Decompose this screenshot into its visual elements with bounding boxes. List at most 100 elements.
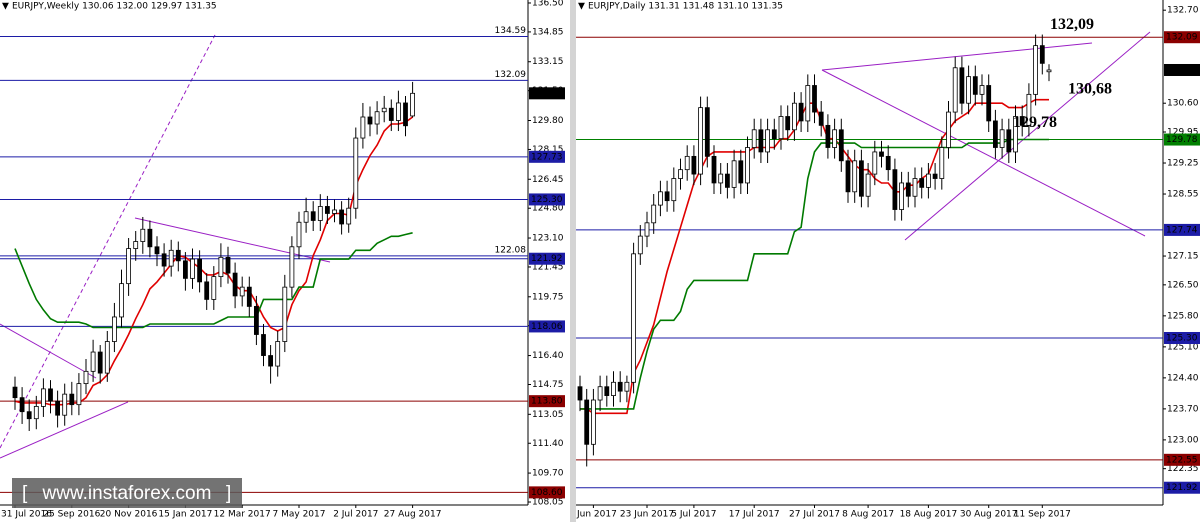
candle-body	[617, 381, 623, 392]
level-box	[1164, 481, 1200, 494]
x-tick-label: 27 Jul 2017	[789, 510, 840, 520]
level-box	[1164, 31, 1200, 44]
level-label: 125.30	[1166, 333, 1198, 343]
y-tick-label: 123.10	[532, 234, 564, 244]
candle-body	[69, 393, 75, 406]
candle-body	[296, 221, 302, 248]
x-tick-label: 25 Sep 2016	[43, 510, 100, 520]
level-label: 127.73	[531, 152, 563, 162]
y-tick-label: 128.15	[532, 145, 564, 155]
level-box	[1164, 223, 1200, 236]
candle-body	[905, 182, 911, 197]
candle-body	[41, 388, 46, 407]
candle-body	[154, 246, 160, 255]
candle-body	[339, 209, 345, 225]
candle-body	[1026, 93, 1032, 126]
candle-body	[1039, 45, 1045, 64]
candle-body	[1046, 69, 1052, 73]
menu-icon[interactable]: ▼	[2, 2, 9, 12]
annotation: 132,09	[1050, 16, 1094, 33]
y-tick-label: 114.75	[532, 380, 564, 390]
last-price-label: 131.35	[1166, 65, 1198, 75]
y-tick-label: 125.80	[1167, 311, 1199, 321]
candle-body	[704, 107, 710, 157]
level-label: 113.80	[531, 397, 563, 407]
y-tick-label: 122.35	[1167, 464, 1199, 474]
trend-lines	[0, 31, 1151, 459]
candle-body	[738, 160, 744, 184]
x-tick-label: 17 Jul 2017	[729, 510, 780, 520]
indicator-line	[14, 232, 413, 329]
trend-line	[0, 34, 216, 449]
y-tick-label: 129.25	[1167, 159, 1199, 169]
candle-body	[161, 253, 167, 267]
candle-body	[218, 256, 224, 278]
candle-body	[1019, 116, 1025, 126]
y-tick-label: 116.40	[532, 351, 564, 361]
candle-body	[999, 129, 1005, 148]
candle-body	[865, 173, 871, 197]
candle-body	[204, 281, 210, 300]
y-tick-label: 126.50	[1167, 280, 1199, 290]
candle-body	[246, 286, 252, 307]
candle-body	[324, 206, 330, 214]
x-tick-label: 8 Aug 2017	[842, 510, 894, 520]
candle-body	[197, 258, 203, 283]
watermark: [ www.instaforex.com ]	[12, 478, 242, 508]
candle-body	[711, 155, 717, 184]
candle-body	[637, 235, 643, 255]
candle-body	[604, 386, 610, 396]
candle-body	[792, 102, 797, 131]
y-tick-label: 113.05	[532, 410, 564, 420]
candle-body	[119, 283, 124, 318]
y-tick-label: 130.60	[1167, 99, 1199, 109]
annotation: 130,68	[1068, 80, 1112, 97]
x-tick-label: 2 Jul 2017	[333, 510, 378, 520]
candle-body	[190, 258, 195, 279]
candle-body	[879, 151, 884, 157]
candle-body	[360, 116, 366, 139]
y-tick-label: 132.70	[1167, 6, 1199, 16]
x-tick-label: 23 Jun 2017	[620, 510, 674, 520]
candle-body	[885, 155, 891, 171]
chart-header: EURJPY,Weekly 130.06 132.00 129.97 131.3…	[12, 2, 217, 12]
watermark-box	[12, 478, 242, 508]
candle-body	[19, 397, 25, 413]
candle-body	[83, 370, 89, 385]
y-tick-label: 125.10	[1167, 342, 1199, 352]
candle-body	[919, 178, 925, 188]
candle-body	[611, 381, 616, 396]
y-tick-label: 126.45	[532, 175, 564, 185]
candle-body	[892, 169, 898, 210]
x-tick-label: 11 Sep 2017	[1014, 510, 1071, 520]
level-label: 118.06	[531, 322, 563, 332]
level-box	[529, 150, 565, 163]
y-tick-label: 129.80	[532, 116, 564, 126]
candle-body	[731, 160, 737, 188]
candle-body	[584, 399, 590, 445]
y-tick-label: 136.50	[532, 0, 564, 8]
candle-body	[97, 351, 103, 374]
candle-body	[798, 102, 804, 122]
candle-body	[771, 129, 777, 140]
candle-body	[395, 102, 401, 121]
y-tick-label: 109.70	[532, 469, 564, 479]
candle-body	[76, 383, 82, 406]
menu-icon[interactable]: ▼	[578, 2, 585, 12]
candle-body	[651, 204, 657, 224]
candle-body	[310, 211, 316, 221]
candle-body	[758, 129, 764, 153]
level-label: 132.09	[495, 70, 527, 80]
level-label: 127.74	[1166, 225, 1198, 235]
watermark-text: www.instaforex.com	[42, 483, 212, 504]
y-tick-label: 119.75	[532, 292, 564, 302]
candle-body	[597, 386, 603, 401]
candle-body	[90, 351, 96, 372]
candle-body	[624, 381, 630, 392]
x-tick-label: Jun 2017	[576, 510, 617, 520]
level-label: 122.55	[1166, 455, 1198, 465]
trend-line	[134, 217, 331, 263]
candle-body	[946, 111, 951, 148]
candle-body	[268, 355, 274, 367]
